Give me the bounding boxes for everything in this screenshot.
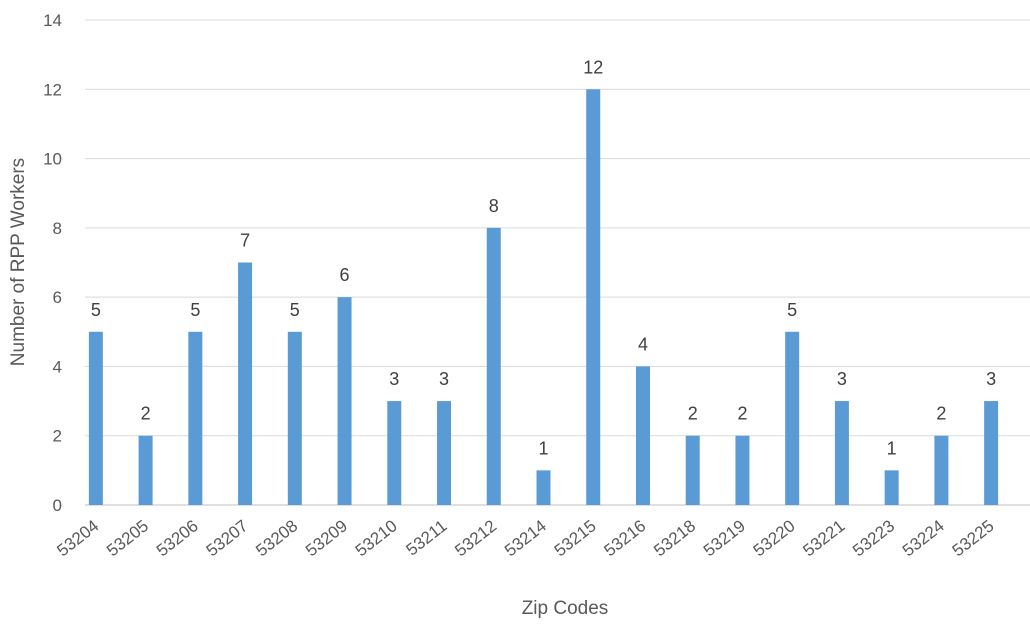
bar-53205 bbox=[138, 435, 153, 505]
x-tick-label: 53209 bbox=[302, 516, 351, 560]
y-tick-label: 12 bbox=[43, 80, 62, 99]
x-tick-label: 53225 bbox=[949, 516, 998, 560]
data-label-53206: 5 bbox=[190, 300, 200, 320]
bar-53204 bbox=[88, 331, 103, 505]
x-tick-label: 53206 bbox=[153, 516, 202, 560]
bar-53211 bbox=[437, 401, 452, 505]
bar-53223 bbox=[884, 470, 899, 505]
x-axis-title: Zip Codes bbox=[522, 598, 609, 619]
gridlines bbox=[85, 19, 1030, 506]
x-tick-label: 53212 bbox=[451, 516, 500, 560]
x-tick-label: 53207 bbox=[203, 516, 252, 560]
y-tick-label: 0 bbox=[53, 496, 62, 515]
y-tick-label: 8 bbox=[53, 219, 62, 238]
data-label-53225: 3 bbox=[986, 369, 996, 389]
bar-53225 bbox=[984, 401, 999, 505]
x-tick-label: 53221 bbox=[799, 516, 848, 560]
data-label-53218: 2 bbox=[688, 404, 698, 424]
data-label-53209: 6 bbox=[340, 265, 350, 285]
x-tick-label: 53224 bbox=[899, 516, 948, 560]
data-label-53220: 5 bbox=[787, 300, 797, 320]
y-tick-label: 10 bbox=[43, 150, 62, 169]
data-label-53216: 4 bbox=[638, 334, 648, 354]
x-axis-ticks: 53204 53205 53206 53207 53208 53209 53210 53211… bbox=[53, 516, 997, 560]
data-label-53224: 2 bbox=[936, 404, 946, 424]
bar-53215 bbox=[586, 89, 601, 506]
x-tick-label: 53214 bbox=[501, 516, 550, 560]
y-tick-label: 14 bbox=[43, 11, 62, 30]
bar-53219 bbox=[735, 435, 750, 505]
data-label-53221: 3 bbox=[837, 369, 847, 389]
bar-53220 bbox=[785, 331, 800, 505]
bar-53212 bbox=[486, 227, 501, 505]
x-tick-label: 53216 bbox=[600, 516, 649, 560]
data-label-53219: 2 bbox=[737, 404, 747, 424]
bar-53221 bbox=[834, 401, 849, 505]
x-tick-label: 53223 bbox=[849, 516, 898, 560]
y-tick-label: 2 bbox=[53, 427, 62, 446]
data-label-53223: 1 bbox=[887, 438, 897, 458]
y-axis-title: Number of RPP Workers bbox=[8, 158, 29, 366]
bar-53206 bbox=[188, 331, 203, 505]
x-tick-label: 53208 bbox=[252, 516, 301, 560]
data-label-53208: 5 bbox=[290, 300, 300, 320]
y-tick-label: 4 bbox=[53, 357, 62, 376]
y-axis-ticks: 0 2 4 6 8 10 12 14 bbox=[43, 11, 62, 515]
x-tick-label: 53218 bbox=[650, 516, 699, 560]
x-tick-label: 53210 bbox=[352, 516, 401, 560]
bar-53224 bbox=[934, 435, 949, 505]
data-label-53212: 8 bbox=[489, 196, 499, 216]
bar-53209 bbox=[337, 297, 352, 505]
data-label-53211: 3 bbox=[439, 369, 449, 389]
data-label-53214: 1 bbox=[538, 438, 548, 458]
bars bbox=[88, 89, 999, 506]
bar-53214 bbox=[536, 470, 551, 505]
bar-53218 bbox=[685, 435, 700, 505]
data-label-53204: 5 bbox=[91, 300, 101, 320]
bar-53207 bbox=[238, 262, 253, 505]
data-label-53210: 3 bbox=[389, 369, 399, 389]
data-label-53205: 2 bbox=[141, 404, 151, 424]
x-tick-label: 53220 bbox=[750, 516, 799, 560]
x-tick-label: 53204 bbox=[53, 516, 102, 560]
x-tick-label: 53219 bbox=[700, 516, 749, 560]
x-tick-label: 53211 bbox=[403, 516, 451, 559]
x-tick-label: 53205 bbox=[103, 516, 152, 560]
data-label-53215: 12 bbox=[583, 57, 603, 77]
x-tick-label: 53215 bbox=[551, 516, 600, 560]
bar-53216 bbox=[635, 366, 650, 505]
y-tick-label: 6 bbox=[53, 288, 62, 307]
bar-53210 bbox=[387, 401, 402, 505]
bar-53208 bbox=[287, 331, 302, 505]
data-label-53207: 7 bbox=[240, 231, 250, 251]
